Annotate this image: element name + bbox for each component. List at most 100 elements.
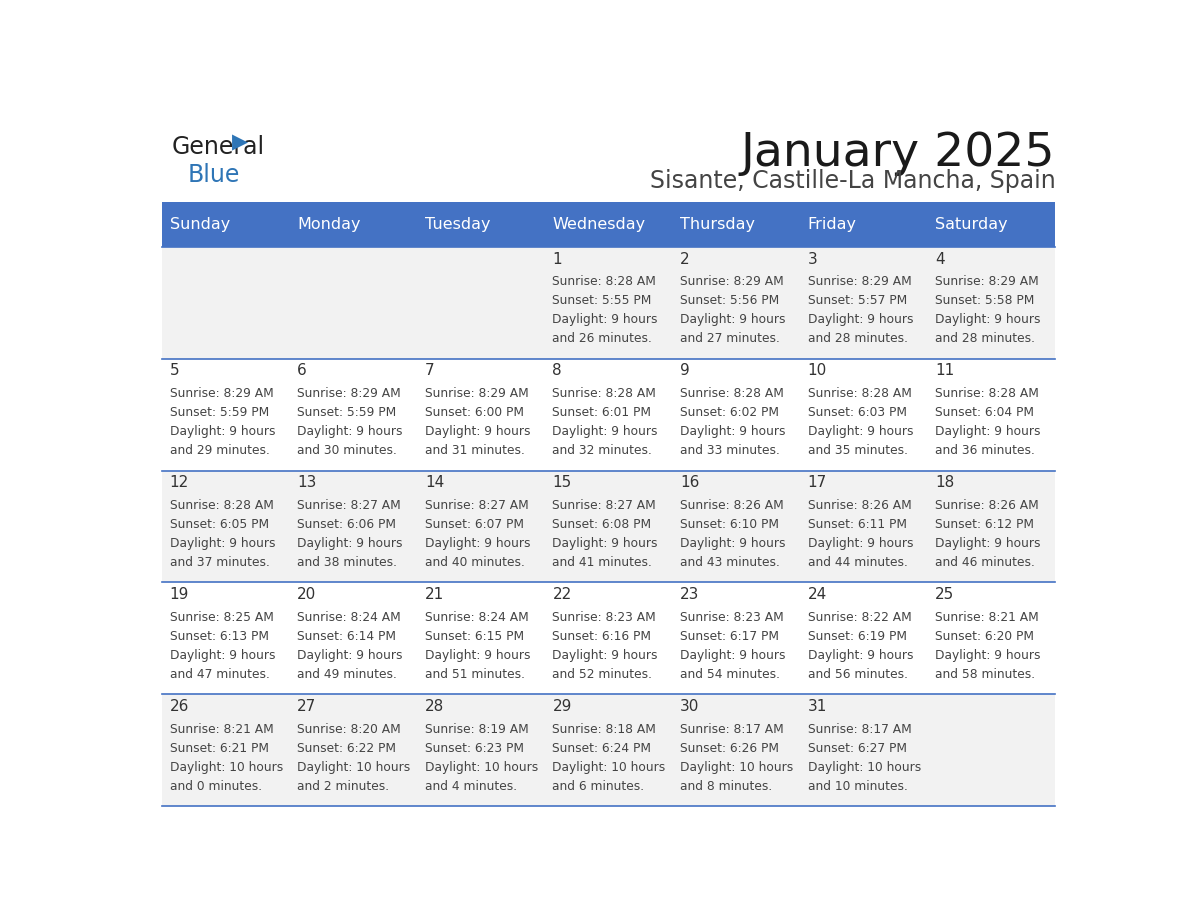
Text: Sunrise: 8:28 AM: Sunrise: 8:28 AM bbox=[552, 274, 656, 288]
Text: Sunset: 5:56 PM: Sunset: 5:56 PM bbox=[680, 294, 779, 307]
Text: Sunset: 6:11 PM: Sunset: 6:11 PM bbox=[808, 518, 906, 531]
Text: Daylight: 9 hours: Daylight: 9 hours bbox=[680, 425, 785, 438]
Text: 21: 21 bbox=[425, 588, 444, 602]
Text: Wednesday: Wednesday bbox=[552, 217, 645, 232]
Text: Sunset: 5:55 PM: Sunset: 5:55 PM bbox=[552, 294, 652, 307]
Text: and 35 minutes.: and 35 minutes. bbox=[808, 444, 908, 457]
Text: Sunrise: 8:18 AM: Sunrise: 8:18 AM bbox=[552, 722, 656, 735]
Text: Sunrise: 8:20 AM: Sunrise: 8:20 AM bbox=[297, 722, 402, 735]
Text: Daylight: 9 hours: Daylight: 9 hours bbox=[680, 537, 785, 550]
Text: Sisante, Castille-La Mancha, Spain: Sisante, Castille-La Mancha, Spain bbox=[650, 169, 1055, 193]
Text: Daylight: 9 hours: Daylight: 9 hours bbox=[808, 425, 914, 438]
Text: 22: 22 bbox=[552, 588, 571, 602]
Text: 2: 2 bbox=[680, 252, 689, 266]
Text: 24: 24 bbox=[808, 588, 827, 602]
Text: Sunrise: 8:26 AM: Sunrise: 8:26 AM bbox=[935, 498, 1040, 512]
Text: Blue: Blue bbox=[188, 163, 240, 187]
FancyBboxPatch shape bbox=[163, 247, 1055, 359]
Text: 13: 13 bbox=[297, 476, 317, 490]
Text: Daylight: 9 hours: Daylight: 9 hours bbox=[297, 425, 403, 438]
Text: Daylight: 9 hours: Daylight: 9 hours bbox=[808, 537, 914, 550]
Text: 29: 29 bbox=[552, 700, 571, 714]
Text: and 31 minutes.: and 31 minutes. bbox=[425, 444, 525, 457]
Text: 1: 1 bbox=[552, 252, 562, 266]
Text: 11: 11 bbox=[935, 364, 954, 378]
FancyBboxPatch shape bbox=[545, 202, 672, 247]
Text: Daylight: 9 hours: Daylight: 9 hours bbox=[935, 313, 1041, 326]
Text: Sunset: 6:19 PM: Sunset: 6:19 PM bbox=[808, 630, 906, 643]
Text: Saturday: Saturday bbox=[935, 217, 1007, 232]
Text: Daylight: 9 hours: Daylight: 9 hours bbox=[935, 537, 1041, 550]
Text: and 2 minutes.: and 2 minutes. bbox=[297, 780, 390, 793]
Text: Daylight: 9 hours: Daylight: 9 hours bbox=[552, 537, 658, 550]
Text: Daylight: 9 hours: Daylight: 9 hours bbox=[808, 313, 914, 326]
Text: and 8 minutes.: and 8 minutes. bbox=[680, 780, 772, 793]
FancyBboxPatch shape bbox=[163, 359, 1055, 471]
Text: and 30 minutes.: and 30 minutes. bbox=[297, 444, 397, 457]
Text: Daylight: 9 hours: Daylight: 9 hours bbox=[425, 425, 530, 438]
Text: Sunrise: 8:17 AM: Sunrise: 8:17 AM bbox=[808, 722, 911, 735]
Text: Sunrise: 8:28 AM: Sunrise: 8:28 AM bbox=[170, 498, 273, 512]
Text: Daylight: 9 hours: Daylight: 9 hours bbox=[680, 313, 785, 326]
Text: Sunrise: 8:27 AM: Sunrise: 8:27 AM bbox=[425, 498, 529, 512]
Text: Sunset: 6:13 PM: Sunset: 6:13 PM bbox=[170, 630, 268, 643]
Text: Sunday: Sunday bbox=[170, 217, 230, 232]
Text: Sunset: 6:15 PM: Sunset: 6:15 PM bbox=[425, 630, 524, 643]
Text: Sunrise: 8:29 AM: Sunrise: 8:29 AM bbox=[808, 274, 911, 288]
Text: 30: 30 bbox=[680, 700, 700, 714]
Text: and 26 minutes.: and 26 minutes. bbox=[552, 332, 652, 345]
Text: Daylight: 10 hours: Daylight: 10 hours bbox=[297, 761, 411, 774]
Text: and 51 minutes.: and 51 minutes. bbox=[425, 668, 525, 681]
Text: Sunrise: 8:24 AM: Sunrise: 8:24 AM bbox=[425, 610, 529, 623]
Text: 9: 9 bbox=[680, 364, 690, 378]
Text: 17: 17 bbox=[808, 476, 827, 490]
Text: 5: 5 bbox=[170, 364, 179, 378]
Text: Sunrise: 8:23 AM: Sunrise: 8:23 AM bbox=[552, 610, 656, 623]
Text: and 6 minutes.: and 6 minutes. bbox=[552, 780, 645, 793]
Text: Daylight: 10 hours: Daylight: 10 hours bbox=[170, 761, 283, 774]
FancyBboxPatch shape bbox=[417, 202, 545, 247]
Text: and 56 minutes.: and 56 minutes. bbox=[808, 668, 908, 681]
Text: Sunrise: 8:29 AM: Sunrise: 8:29 AM bbox=[425, 386, 529, 400]
Text: Sunrise: 8:21 AM: Sunrise: 8:21 AM bbox=[170, 722, 273, 735]
Text: Daylight: 9 hours: Daylight: 9 hours bbox=[425, 649, 530, 662]
FancyBboxPatch shape bbox=[163, 471, 1055, 583]
Text: Sunset: 6:04 PM: Sunset: 6:04 PM bbox=[935, 406, 1035, 419]
Text: 18: 18 bbox=[935, 476, 954, 490]
Text: Sunrise: 8:24 AM: Sunrise: 8:24 AM bbox=[297, 610, 402, 623]
Text: Daylight: 9 hours: Daylight: 9 hours bbox=[935, 425, 1041, 438]
FancyBboxPatch shape bbox=[163, 202, 290, 247]
Text: Daylight: 9 hours: Daylight: 9 hours bbox=[297, 649, 403, 662]
Text: and 58 minutes.: and 58 minutes. bbox=[935, 668, 1035, 681]
Text: Sunset: 6:27 PM: Sunset: 6:27 PM bbox=[808, 742, 906, 755]
Text: Sunrise: 8:29 AM: Sunrise: 8:29 AM bbox=[935, 274, 1040, 288]
Text: Sunrise: 8:27 AM: Sunrise: 8:27 AM bbox=[552, 498, 656, 512]
Text: General: General bbox=[171, 135, 265, 159]
Text: Sunset: 6:22 PM: Sunset: 6:22 PM bbox=[297, 742, 397, 755]
Text: and 36 minutes.: and 36 minutes. bbox=[935, 444, 1035, 457]
Text: and 46 minutes.: and 46 minutes. bbox=[935, 556, 1035, 569]
FancyBboxPatch shape bbox=[801, 202, 928, 247]
Text: Daylight: 9 hours: Daylight: 9 hours bbox=[935, 649, 1041, 662]
Text: Sunset: 6:26 PM: Sunset: 6:26 PM bbox=[680, 742, 779, 755]
Text: 27: 27 bbox=[297, 700, 316, 714]
FancyBboxPatch shape bbox=[290, 202, 417, 247]
Text: and 41 minutes.: and 41 minutes. bbox=[552, 556, 652, 569]
Text: and 33 minutes.: and 33 minutes. bbox=[680, 444, 779, 457]
Text: Monday: Monday bbox=[297, 217, 361, 232]
Text: Daylight: 9 hours: Daylight: 9 hours bbox=[170, 425, 276, 438]
Text: Sunset: 6:17 PM: Sunset: 6:17 PM bbox=[680, 630, 779, 643]
Text: Sunset: 6:01 PM: Sunset: 6:01 PM bbox=[552, 406, 651, 419]
Text: 26: 26 bbox=[170, 700, 189, 714]
Text: Sunset: 6:23 PM: Sunset: 6:23 PM bbox=[425, 742, 524, 755]
Text: ▶: ▶ bbox=[233, 133, 248, 152]
Text: and 27 minutes.: and 27 minutes. bbox=[680, 332, 779, 345]
Text: Sunset: 5:58 PM: Sunset: 5:58 PM bbox=[935, 294, 1035, 307]
Text: Sunset: 6:20 PM: Sunset: 6:20 PM bbox=[935, 630, 1035, 643]
Text: Daylight: 10 hours: Daylight: 10 hours bbox=[808, 761, 921, 774]
Text: 19: 19 bbox=[170, 588, 189, 602]
Text: and 4 minutes.: and 4 minutes. bbox=[425, 780, 517, 793]
Text: and 28 minutes.: and 28 minutes. bbox=[808, 332, 908, 345]
Text: Sunset: 5:59 PM: Sunset: 5:59 PM bbox=[170, 406, 268, 419]
Text: Daylight: 9 hours: Daylight: 9 hours bbox=[680, 649, 785, 662]
